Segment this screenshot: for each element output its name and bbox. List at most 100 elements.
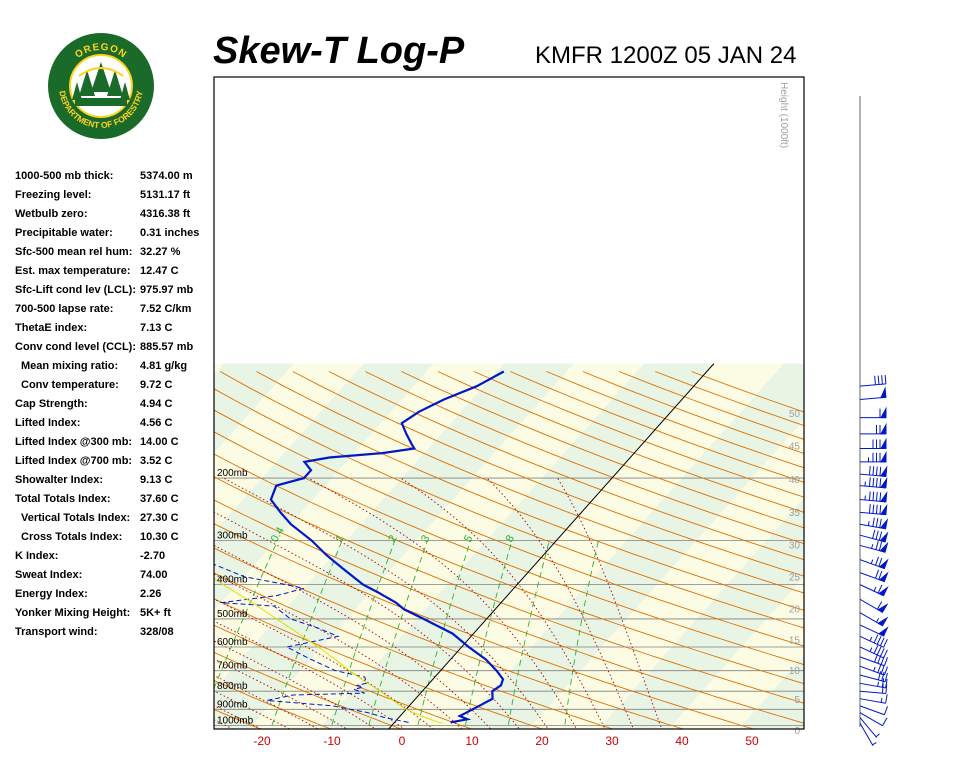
wind-barb-shaft bbox=[859, 722, 874, 746]
dry-adiabat bbox=[365, 371, 804, 545]
wind-barb-flag bbox=[879, 637, 885, 647]
index-row: Cross Totals Index: 10.30 C bbox=[15, 531, 215, 550]
mixing-ratio-line bbox=[270, 540, 343, 729]
wind-barb-flag bbox=[883, 657, 888, 666]
index-row: Cap Strength: 4.94 C bbox=[15, 398, 215, 417]
index-row: Freezing level: 5131.17 ft bbox=[15, 189, 215, 208]
index-label: Freezing level: bbox=[15, 189, 92, 201]
index-value: -2.70 bbox=[140, 550, 166, 562]
index-label: Lifted Index: bbox=[15, 417, 81, 429]
index-label: Conv temperature: bbox=[21, 379, 119, 391]
wind-barb-flag bbox=[881, 671, 885, 681]
wind-barb-flag bbox=[878, 570, 883, 580]
index-value: 2.26 bbox=[140, 588, 162, 600]
dry-adiabat bbox=[219, 371, 804, 611]
wind-barb-pennant bbox=[878, 558, 889, 570]
wind-barb-pennant bbox=[877, 603, 889, 613]
wind-barb-pennant bbox=[880, 386, 887, 399]
dry-adiabat bbox=[214, 547, 685, 729]
wind-barb bbox=[859, 556, 889, 570]
x-tick-label: 0 bbox=[399, 734, 406, 748]
wind-barb bbox=[859, 664, 888, 676]
wind-barb-pennant bbox=[878, 585, 889, 597]
isotherm-band bbox=[388, 363, 784, 729]
index-value: 14.00 C bbox=[140, 436, 179, 448]
wind-barb-flag bbox=[879, 492, 882, 502]
index-value: 5374.00 m bbox=[140, 170, 193, 182]
isobar-label: 400mb bbox=[217, 575, 248, 586]
index-value: 7.52 C/km bbox=[140, 303, 192, 315]
index-row: Energy Index: 2.26 bbox=[15, 588, 215, 607]
index-label: 700-500 lapse rate: bbox=[15, 303, 114, 315]
isotherm-band bbox=[0, 364, 154, 735]
index-label: Est. max temperature: bbox=[15, 265, 131, 277]
index-label: Mean mixing ratio: bbox=[21, 360, 119, 372]
wind-barb-flag bbox=[885, 694, 888, 704]
height-tick-label: 45 bbox=[789, 442, 801, 453]
index-label: Transport wind: bbox=[15, 626, 98, 638]
dry-adiabat bbox=[256, 371, 804, 594]
wind-barb-flag bbox=[875, 466, 878, 476]
moist-adiabat bbox=[214, 573, 463, 729]
index-label: Sweat Index: bbox=[15, 569, 83, 581]
wind-barb-halfflag bbox=[870, 559, 874, 564]
isotherm-band bbox=[528, 419, 804, 729]
temperature-line bbox=[269, 370, 505, 724]
wind-barb bbox=[859, 503, 888, 516]
dry-adiabat bbox=[214, 499, 804, 724]
wind-barb-flag bbox=[885, 678, 888, 688]
wind-barb bbox=[859, 624, 889, 637]
dry-adiabat bbox=[401, 371, 804, 529]
index-label: Cross Totals Index: bbox=[21, 531, 123, 543]
dry-adiabat bbox=[0, 372, 131, 735]
x-tick-label: -10 bbox=[323, 734, 341, 748]
index-row: Mean mixing ratio: 4.81 g/kg bbox=[15, 360, 215, 379]
height-tick-label: 0 bbox=[794, 726, 800, 737]
dry-adiabat bbox=[214, 388, 804, 629]
index-label: Cap Strength: bbox=[15, 398, 88, 410]
mixing-ratio-label: 5 bbox=[462, 533, 475, 544]
parcel-line bbox=[214, 577, 443, 724]
dry-adiabat bbox=[214, 572, 615, 729]
mixing-ratio-line bbox=[507, 540, 550, 729]
height-tick-label: 50 bbox=[789, 409, 801, 420]
index-value: 32.27 % bbox=[140, 246, 181, 258]
wind-barb-shaft bbox=[859, 656, 885, 667]
index-value: 9.13 C bbox=[140, 474, 173, 486]
wind-barb-flag bbox=[885, 684, 888, 694]
wind-barb-flag bbox=[879, 648, 885, 657]
tree-icon bbox=[72, 62, 130, 106]
x-tick-label: 30 bbox=[605, 734, 619, 748]
wind-barb-halfflag bbox=[873, 586, 877, 592]
wind-barb bbox=[860, 450, 887, 463]
index-value: 7.13 C bbox=[140, 322, 173, 334]
wind-barb bbox=[859, 717, 880, 738]
index-label: Energy Index: bbox=[15, 588, 88, 600]
index-row: Yonker Mixing Height: 5K+ ft bbox=[15, 607, 215, 626]
wind-barb bbox=[859, 517, 889, 530]
index-label: Vertical Totals Index: bbox=[21, 512, 131, 524]
wind-barb-shaft bbox=[859, 383, 886, 387]
wind-barb-flag bbox=[875, 477, 878, 488]
wind-barb-flag bbox=[868, 477, 871, 487]
index-value: 975.97 mb bbox=[140, 284, 194, 296]
index-value: 4.94 C bbox=[140, 398, 173, 410]
mixing-ratio-line bbox=[416, 540, 472, 729]
wind-barb bbox=[860, 437, 887, 449]
x-tick-label: 50 bbox=[745, 734, 759, 748]
isotherm-band bbox=[214, 363, 224, 375]
wind-barb-shaft bbox=[859, 682, 886, 689]
index-value: 9.72 C bbox=[140, 379, 173, 391]
x-tick-label: 40 bbox=[675, 734, 689, 748]
index-row: Est. max temperature: 12.47 C bbox=[15, 265, 215, 284]
wind-barb-flag bbox=[881, 684, 884, 694]
index-label: Yonker Mixing Height: bbox=[15, 607, 131, 619]
wind-barb bbox=[859, 678, 888, 689]
wind-barb-flag bbox=[872, 504, 875, 514]
index-row: Sweat Index: 74.00 bbox=[15, 569, 215, 588]
dry-adiabat bbox=[292, 371, 804, 577]
wind-barb-halfflag bbox=[869, 636, 873, 642]
wind-barb-pennant bbox=[879, 531, 889, 543]
wind-barb-halfflag bbox=[871, 544, 874, 549]
index-label: Lifted Index @300 mb: bbox=[15, 436, 133, 448]
